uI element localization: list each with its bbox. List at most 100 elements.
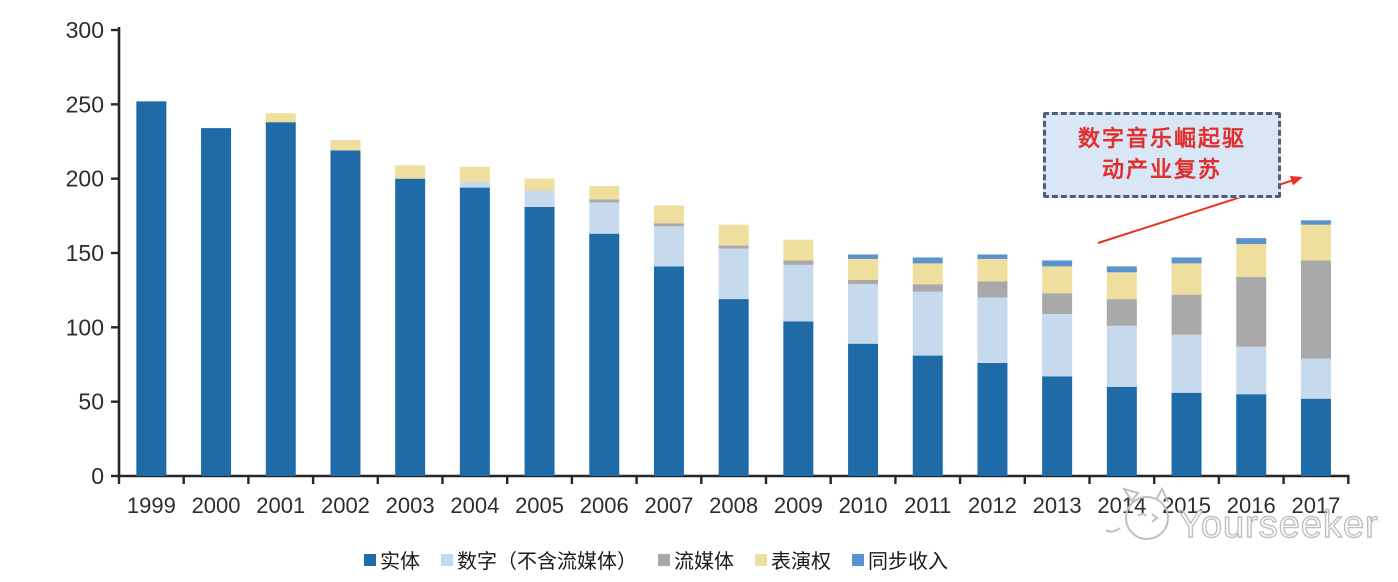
- legend-swatch-icon: [364, 553, 376, 566]
- bar-segment-2006: [589, 233, 620, 476]
- bar-segment-2014: [1106, 386, 1137, 476]
- bar-segment-2007: [653, 205, 684, 224]
- bar-segment-2014: [1106, 325, 1137, 387]
- bar-segment-2015: [1171, 263, 1202, 295]
- bar-segment-2001: [265, 113, 296, 123]
- legend-item: 流媒体: [658, 545, 734, 574]
- bar-segment-2012: [977, 281, 1008, 298]
- legend-swatch-icon: [755, 553, 767, 566]
- x-tick-label-2014: 2014: [1097, 493, 1146, 518]
- bar-segment-2017: [1300, 398, 1331, 476]
- bar-segment-2004: [459, 181, 490, 188]
- chart-legend: 实体 数字（不含流媒体） 流媒体 表演权 同步收入: [364, 545, 948, 574]
- bar-segment-2010: [848, 258, 879, 280]
- annotation-text-line2: 动产业复苏: [1101, 157, 1222, 183]
- bar-segment-1999: [136, 101, 167, 477]
- bar-segment-2011: [912, 355, 943, 476]
- x-tick-label-2015: 2015: [1162, 493, 1211, 518]
- bar-segment-2008: [718, 245, 749, 249]
- bar-segment-2007: [653, 223, 684, 227]
- x-tick-label-2002: 2002: [321, 493, 370, 518]
- bar-segment-2010: [848, 284, 879, 344]
- y-tick-label: 100: [66, 314, 104, 340]
- legend-item: 同步收入: [852, 545, 948, 574]
- bar-segment-2010: [848, 279, 879, 285]
- bar-segment-2013: [1042, 260, 1073, 267]
- bar-segment-2015: [1171, 392, 1202, 476]
- x-tick-label-1999: 1999: [127, 493, 176, 518]
- x-tick-label-2007: 2007: [644, 493, 693, 518]
- bar-segment-2002: [330, 140, 361, 151]
- bar-segment-2017: [1300, 224, 1331, 261]
- bar-segment-2004: [459, 187, 490, 476]
- bar-segment-2011: [912, 284, 943, 292]
- annotation-box: 数字音乐崛起驱 动产业复苏: [1043, 112, 1281, 198]
- bar-segment-2007: [653, 266, 684, 476]
- bar-segment-2012: [977, 363, 1008, 476]
- cat-face-logo-icon: [1125, 496, 1169, 540]
- bar-segment-2012: [977, 258, 1008, 282]
- cat-eyes-icon: [1105, 513, 1159, 533]
- bar-segment-2013: [1042, 313, 1073, 377]
- legend-item: 实体: [364, 545, 420, 574]
- y-tick-label: 250: [66, 91, 104, 117]
- bar-segment-2005: [524, 190, 555, 207]
- bar-segment-2013: [1042, 293, 1073, 314]
- x-tick-label-2012: 2012: [968, 493, 1017, 518]
- bar-segment-2016: [1236, 394, 1267, 476]
- bar-segment-2003: [395, 165, 426, 179]
- annotation-text-line1: 数字音乐崛起驱: [1077, 126, 1246, 152]
- bar-segment-2005: [524, 206, 555, 476]
- x-tick-label-2016: 2016: [1227, 493, 1276, 518]
- bar-segment-2012: [977, 297, 1008, 364]
- x-tick-label-2017: 2017: [1291, 493, 1340, 518]
- bar-segment-2007: [653, 226, 684, 267]
- y-tick-label: 150: [66, 240, 104, 266]
- legend-swatch-icon: [852, 553, 864, 566]
- bar-segment-2017: [1300, 260, 1331, 359]
- x-tick-label-2013: 2013: [1033, 493, 1082, 518]
- legend-swatch-icon: [441, 553, 453, 566]
- bar-segment-2013: [1042, 266, 1073, 294]
- bar-segment-2008: [718, 224, 749, 246]
- bar-segment-2011: [912, 291, 943, 356]
- legend-label: 同步收入: [868, 549, 948, 573]
- bar-segment-2016: [1236, 244, 1267, 277]
- bar-segment-2016: [1236, 346, 1267, 395]
- bar-segment-2016: [1236, 276, 1267, 347]
- watermark-text: Yourseeker: [1178, 504, 1379, 546]
- x-tick-label-2008: 2008: [709, 493, 758, 518]
- legend-label: 数字（不含流媒体）: [457, 549, 637, 573]
- x-tick-label-2010: 2010: [839, 493, 888, 518]
- x-tick-label-2006: 2006: [580, 493, 629, 518]
- y-tick-label: 0: [91, 463, 104, 489]
- legend-label: 流媒体: [674, 549, 734, 573]
- bar-segment-2010: [848, 343, 879, 476]
- x-tick-label-2009: 2009: [774, 493, 823, 518]
- bar-segment-2000: [201, 128, 232, 476]
- x-tick-label-2000: 2000: [192, 493, 241, 518]
- bar-segment-2015: [1171, 334, 1202, 393]
- legend-label: 表演权: [771, 549, 831, 573]
- y-tick-label: 50: [78, 389, 104, 415]
- y-tick-label: 300: [66, 17, 104, 43]
- legend-item: 表演权: [755, 545, 831, 574]
- watermark: Yourseeker: [1105, 486, 1379, 547]
- bar-segment-2009: [783, 239, 814, 261]
- bar-segment-2006: [589, 202, 620, 234]
- bar-segment-2009: [783, 321, 814, 476]
- x-tick-label-2005: 2005: [515, 493, 564, 518]
- bar-segment-2008: [718, 299, 749, 476]
- bar-segment-2016: [1236, 238, 1267, 245]
- legend-swatch-icon: [658, 553, 670, 566]
- bar-segment-2011: [912, 263, 943, 285]
- bar-segment-2014: [1106, 266, 1137, 273]
- x-tick-label-2003: 2003: [386, 493, 435, 518]
- x-tick-label-2011: 2011: [904, 493, 951, 518]
- bar-segment-2011: [912, 257, 943, 264]
- bar-segment-2002: [330, 150, 361, 477]
- bar-segment-2015: [1171, 257, 1202, 264]
- bar-segment-2003: [395, 178, 426, 476]
